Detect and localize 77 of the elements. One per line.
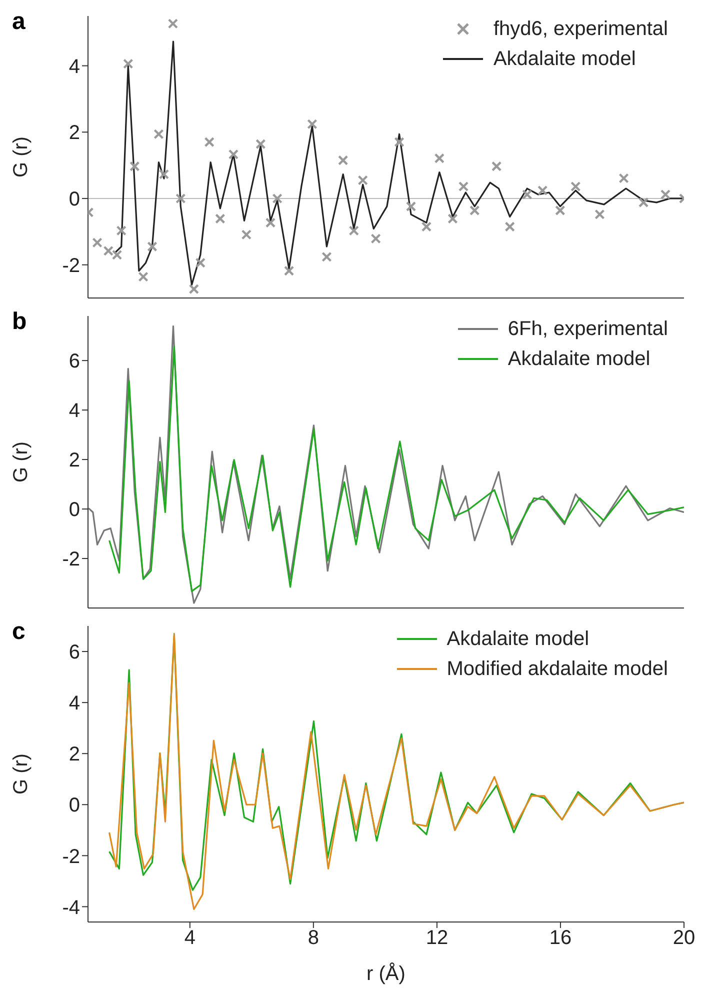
- y-tick-label: -2: [62, 254, 80, 277]
- point: [448, 214, 458, 224]
- point: [537, 185, 548, 196]
- point: [116, 226, 126, 236]
- point: [130, 161, 140, 172]
- point: [504, 222, 515, 232]
- y-tick-label: -2: [62, 548, 80, 571]
- legend-label: fhyd6, experimental: [493, 17, 668, 42]
- line-series: [114, 40, 684, 286]
- point: [470, 205, 480, 216]
- x-tick-label: 16: [549, 927, 572, 950]
- chart-title: b: [12, 308, 27, 336]
- y-tick-label: 4: [68, 56, 80, 78]
- y-tick-label: -4: [62, 896, 80, 919]
- point: [284, 266, 294, 276]
- legend-label: Akdalaite model: [493, 47, 636, 72]
- point: [195, 258, 206, 268]
- y-tick-label: 2: [68, 122, 80, 144]
- point: [394, 136, 404, 148]
- x-tick-label: 20: [672, 927, 696, 950]
- chart-title: a: [12, 8, 26, 36]
- point: [272, 193, 282, 204]
- x-tick-label: 12: [426, 927, 448, 950]
- y-tick-label: 2: [68, 744, 80, 766]
- point: [241, 230, 252, 240]
- point: [348, 226, 359, 236]
- legend-label: Modified akdalaite model: [446, 657, 668, 682]
- y-tick-label: -2: [62, 846, 80, 868]
- point: [638, 197, 649, 208]
- point: [660, 189, 671, 200]
- point: [358, 175, 368, 186]
- x-tick-label: 4: [184, 927, 196, 950]
- y-tick-label: 6: [68, 350, 80, 373]
- point: [228, 149, 239, 160]
- x-tick-label: 8: [308, 927, 319, 950]
- point: [168, 18, 178, 29]
- point: [594, 209, 605, 220]
- point: [147, 241, 158, 252]
- point: [215, 214, 226, 224]
- point: [307, 119, 318, 130]
- x-axis-title: r (Å): [366, 962, 406, 985]
- point: [154, 129, 164, 140]
- y-tick-label: 0: [68, 794, 80, 817]
- point: [570, 181, 581, 192]
- y-tick-label: 2: [68, 450, 80, 472]
- point: [458, 181, 469, 192]
- point: [188, 284, 200, 294]
- point: [406, 201, 416, 212]
- point: [421, 222, 432, 232]
- point: [434, 153, 445, 164]
- point: [370, 234, 381, 244]
- point: [491, 161, 502, 172]
- point: [138, 272, 148, 282]
- y-tick-label: 4: [68, 400, 80, 422]
- y-axis-title: G (r): [10, 441, 32, 483]
- y-axis-title: G (r): [10, 753, 32, 795]
- point: [322, 252, 332, 262]
- point: [256, 138, 266, 150]
- point: [92, 237, 102, 248]
- point: [555, 205, 566, 216]
- point: [618, 173, 629, 184]
- point: [265, 218, 276, 228]
- y-tick-label: 0: [68, 188, 80, 211]
- y-tick-label: 6: [68, 642, 80, 664]
- y-tick-label: 0: [68, 499, 80, 522]
- point: [338, 155, 348, 166]
- point: [522, 189, 532, 200]
- point: [176, 193, 186, 204]
- legend-label: Akdalaite model: [508, 347, 650, 372]
- legend-label: Akdalaite model: [446, 627, 590, 652]
- point: [123, 58, 134, 69]
- y-axis-title: G (r): [10, 136, 32, 178]
- chart-title: c: [12, 618, 26, 646]
- y-tick-label: 4: [68, 692, 80, 715]
- legend-label: 6Fh, experimental: [508, 317, 668, 342]
- point: [204, 136, 214, 148]
- point: [158, 169, 170, 180]
